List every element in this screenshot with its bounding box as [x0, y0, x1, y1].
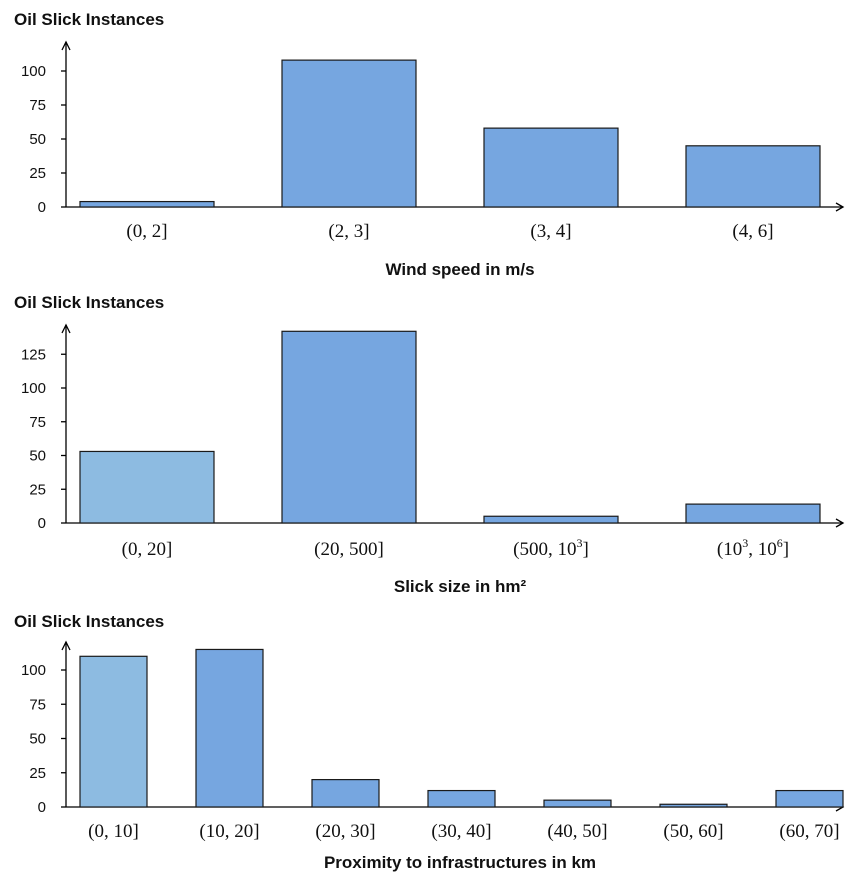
x-axis-arrow-icon — [835, 202, 845, 212]
chart-panel-3: Oil Slick Instances 0 25 50 75 100 (0, 10] (10,… — [14, 612, 845, 872]
x-tick-label: (2, 3] — [328, 221, 369, 242]
y-axis-title: Oil Slick Instances — [14, 10, 164, 29]
x-axis-arrow-icon — [835, 518, 845, 528]
x-tick-label: (0, 2] — [126, 221, 167, 242]
bar — [659, 803, 728, 808]
y-tick-label: 75 — [29, 97, 46, 114]
bar — [79, 450, 215, 524]
y-tick-label: 75 — [29, 414, 46, 431]
y-axis-arrow-icon — [61, 323, 71, 334]
y-tick-label: 50 — [29, 448, 46, 465]
bar — [685, 145, 821, 208]
x-tick-label: (20, 30] — [315, 821, 375, 842]
y-tick-label: 125 — [21, 346, 46, 363]
y-tick-label: 50 — [29, 131, 46, 148]
x-tick-label: (3, 4] — [530, 221, 571, 242]
x-tick-label: (60, 70] — [779, 821, 839, 842]
bar — [79, 655, 148, 808]
x-tick-label: (0, 20] — [122, 539, 173, 560]
chart-panel-1: Oil Slick Instances 0 25 50 75 100 (0, 2] (2, 3… — [14, 10, 845, 279]
x-tick-label: (4, 6] — [732, 221, 773, 242]
x-axis-title: Proximity to infrastructures in km — [324, 853, 596, 872]
y-tick-label: 100 — [21, 63, 46, 80]
y-tick-label: 25 — [29, 765, 46, 782]
bar — [281, 330, 417, 524]
y-tick-label: 100 — [21, 662, 46, 679]
y-tick-label: 0 — [38, 199, 46, 216]
y-axis-arrow-icon — [61, 640, 71, 651]
x-tick-label: (30, 40] — [431, 821, 491, 842]
bar — [483, 515, 619, 524]
chart-panel-2: Oil Slick Instances 0 25 50 75 100 125 (0, 20] (… — [14, 293, 845, 596]
bar — [483, 127, 619, 208]
y-axis-arrow-icon — [61, 40, 71, 51]
y-axis-title: Oil Slick Instances — [14, 612, 164, 631]
y-tick-label: 25 — [29, 481, 46, 498]
x-tick-label: (50, 60] — [663, 821, 723, 842]
y-axis-title: Oil Slick Instances — [14, 293, 164, 312]
bar — [685, 503, 821, 524]
y-tick-label: 0 — [38, 799, 46, 816]
bar — [775, 789, 844, 808]
x-axis-title: Wind speed in m/s — [385, 260, 534, 279]
y-tick-label: 100 — [21, 380, 46, 397]
bar — [281, 59, 417, 208]
x-tick-label: (40, 50] — [547, 821, 607, 842]
x-tick-label: (10, 20] — [199, 821, 259, 842]
x-axis-title: Slick size in hm² — [394, 577, 527, 596]
x-tick-label: (500, 103] — [513, 536, 589, 560]
y-tick-label: 0 — [38, 515, 46, 532]
bar — [427, 789, 496, 808]
bar — [543, 799, 612, 808]
x-tick-label: (103, 106] — [717, 536, 789, 560]
bar — [79, 200, 215, 208]
y-tick-label: 75 — [29, 696, 46, 713]
bar — [311, 778, 380, 808]
y-tick-label: 50 — [29, 731, 46, 748]
bar — [195, 648, 264, 808]
x-tick-label: (20, 500] — [314, 539, 384, 560]
x-tick-label: (0, 10] — [88, 821, 139, 842]
y-tick-label: 25 — [29, 165, 46, 182]
